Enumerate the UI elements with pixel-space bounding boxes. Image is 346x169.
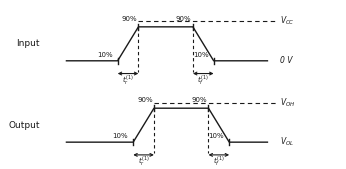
Text: $V_{OH}$: $V_{OH}$ — [280, 96, 295, 109]
Text: $V_{OL}$: $V_{OL}$ — [280, 136, 294, 148]
Text: Input: Input — [16, 39, 40, 48]
Text: 10%: 10% — [208, 133, 224, 139]
Text: 90%: 90% — [121, 16, 137, 22]
Text: Output: Output — [8, 121, 40, 130]
Text: 90%: 90% — [176, 16, 192, 22]
Text: $t_r^{(1)}$: $t_r^{(1)}$ — [122, 74, 134, 88]
Text: 90%: 90% — [192, 97, 207, 103]
Text: $t_f^{(1)}$: $t_f^{(1)}$ — [197, 74, 209, 88]
Text: 0 V: 0 V — [280, 56, 292, 65]
Text: 90%: 90% — [137, 97, 153, 103]
Text: $t_f^{(1)}$: $t_f^{(1)}$ — [213, 155, 225, 169]
Text: $V_{CC}$: $V_{CC}$ — [280, 15, 294, 27]
Text: 10%: 10% — [193, 52, 208, 58]
Text: 10%: 10% — [112, 133, 128, 139]
Text: 10%: 10% — [97, 52, 112, 58]
Text: $t_r^{(1)}$: $t_r^{(1)}$ — [138, 155, 149, 169]
